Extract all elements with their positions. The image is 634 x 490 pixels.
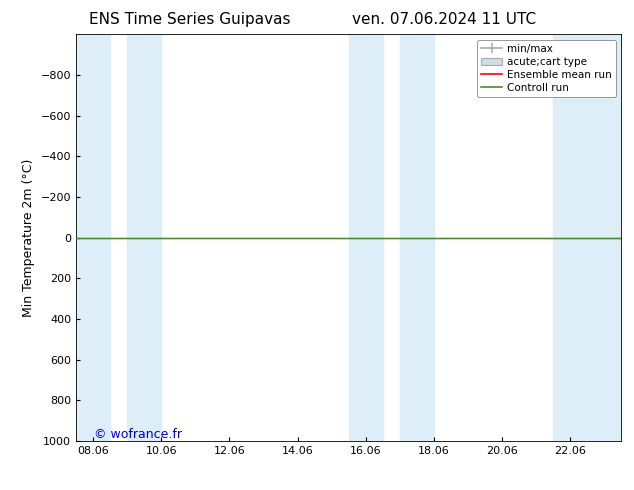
Y-axis label: Min Temperature 2m (°C): Min Temperature 2m (°C) [22,158,35,317]
Bar [127,34,161,441]
Bar [553,34,621,441]
Bar [349,34,383,441]
Bar [76,34,110,441]
Legend: min/max, acute;cart type, Ensemble mean run, Controll run: min/max, acute;cart type, Ensemble mean … [477,40,616,97]
Text: ven. 07.06.2024 11 UTC: ven. 07.06.2024 11 UTC [352,12,536,27]
Text: ENS Time Series Guipavas: ENS Time Series Guipavas [89,12,291,27]
Text: © wofrance.fr: © wofrance.fr [94,428,183,441]
Bar [400,34,434,441]
